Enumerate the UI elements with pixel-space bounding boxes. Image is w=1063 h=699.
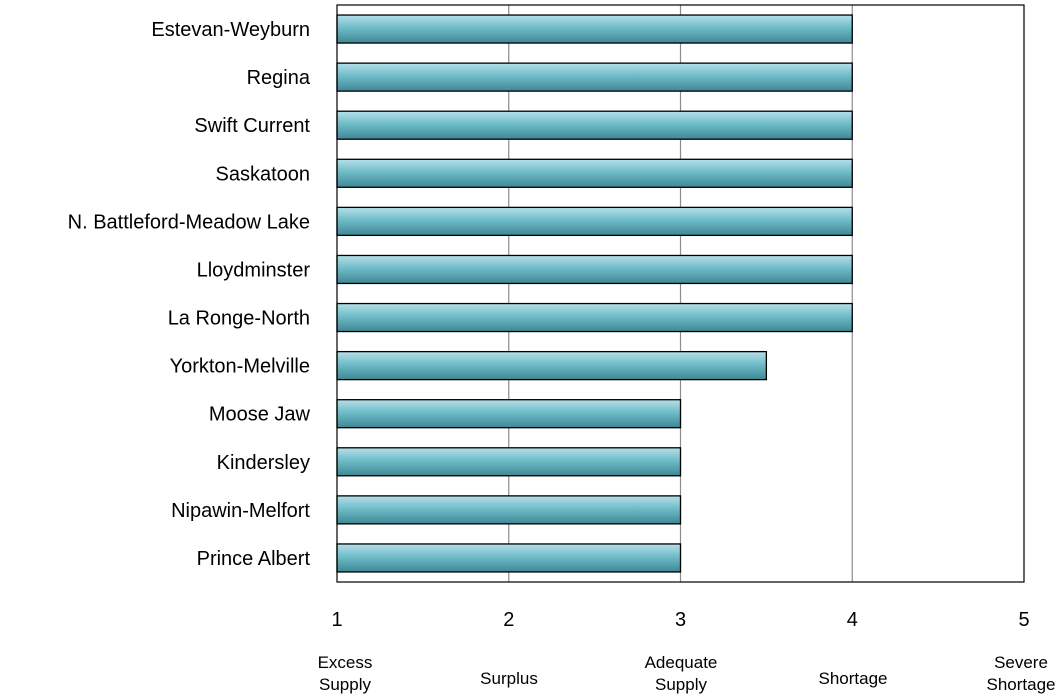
x-description-5: Severe Shortage [987, 653, 1056, 694]
category-label-la-ronge-north: La Ronge-North [168, 308, 310, 330]
bar-kindersley [337, 448, 681, 476]
bar-saskatoon [337, 159, 852, 187]
x-tick-label-2: 2 [503, 609, 514, 631]
bar-n-battleford-meadow-lake [337, 207, 852, 235]
x-tick-label-1: 1 [331, 609, 342, 631]
x-description-3: Adequate Supply [645, 653, 718, 694]
bar-nipawin-melfort [337, 496, 681, 524]
category-label-prince-albert: Prince Albert [197, 548, 311, 570]
x-tick-label-4: 4 [847, 609, 858, 631]
category-label-estevan-weyburn: Estevan-Weyburn [151, 19, 310, 41]
category-label-yorkton-melville: Yorkton-Melville [170, 356, 310, 378]
bars [337, 15, 852, 572]
category-labels: Estevan-Weyburn Regina Swift Current Saskat… [68, 19, 311, 570]
bar-lloydminster [337, 255, 852, 283]
x-tick-label-5: 5 [1018, 609, 1029, 631]
category-label-n-battleford-meadow-lake: N. Battleford-Meadow Lake [68, 211, 310, 233]
bar-moose-jaw [337, 400, 681, 428]
bar-estevan-weyburn [337, 15, 852, 43]
category-label-lloydminster: Lloydminster [197, 259, 311, 281]
bar-la-ronge-north [337, 304, 852, 332]
bar-swift-current [337, 111, 852, 139]
category-label-saskatoon: Saskatoon [215, 163, 310, 185]
bar-regina [337, 63, 852, 91]
x-axis-descriptions: Excess Supply Surplus Adequate Supply Shortag… [318, 653, 1056, 694]
category-label-moose-jaw: Moose Jaw [209, 404, 311, 426]
bar-prince-albert [337, 544, 681, 572]
x-description-1: Excess Supply [318, 653, 373, 694]
category-label-swift-current: Swift Current [194, 115, 310, 137]
x-description-2: Surplus [480, 669, 538, 688]
x-tick-label-3: 3 [675, 609, 686, 631]
category-label-regina: Regina [247, 67, 311, 89]
category-label-nipawin-melfort: Nipawin-Melfort [171, 500, 310, 522]
x-axis-tick-labels: 1 2 3 4 5 [331, 609, 1029, 631]
x-description-4: Shortage [819, 669, 888, 688]
category-label-kindersley: Kindersley [217, 452, 310, 474]
bar-yorkton-melville [337, 352, 766, 380]
